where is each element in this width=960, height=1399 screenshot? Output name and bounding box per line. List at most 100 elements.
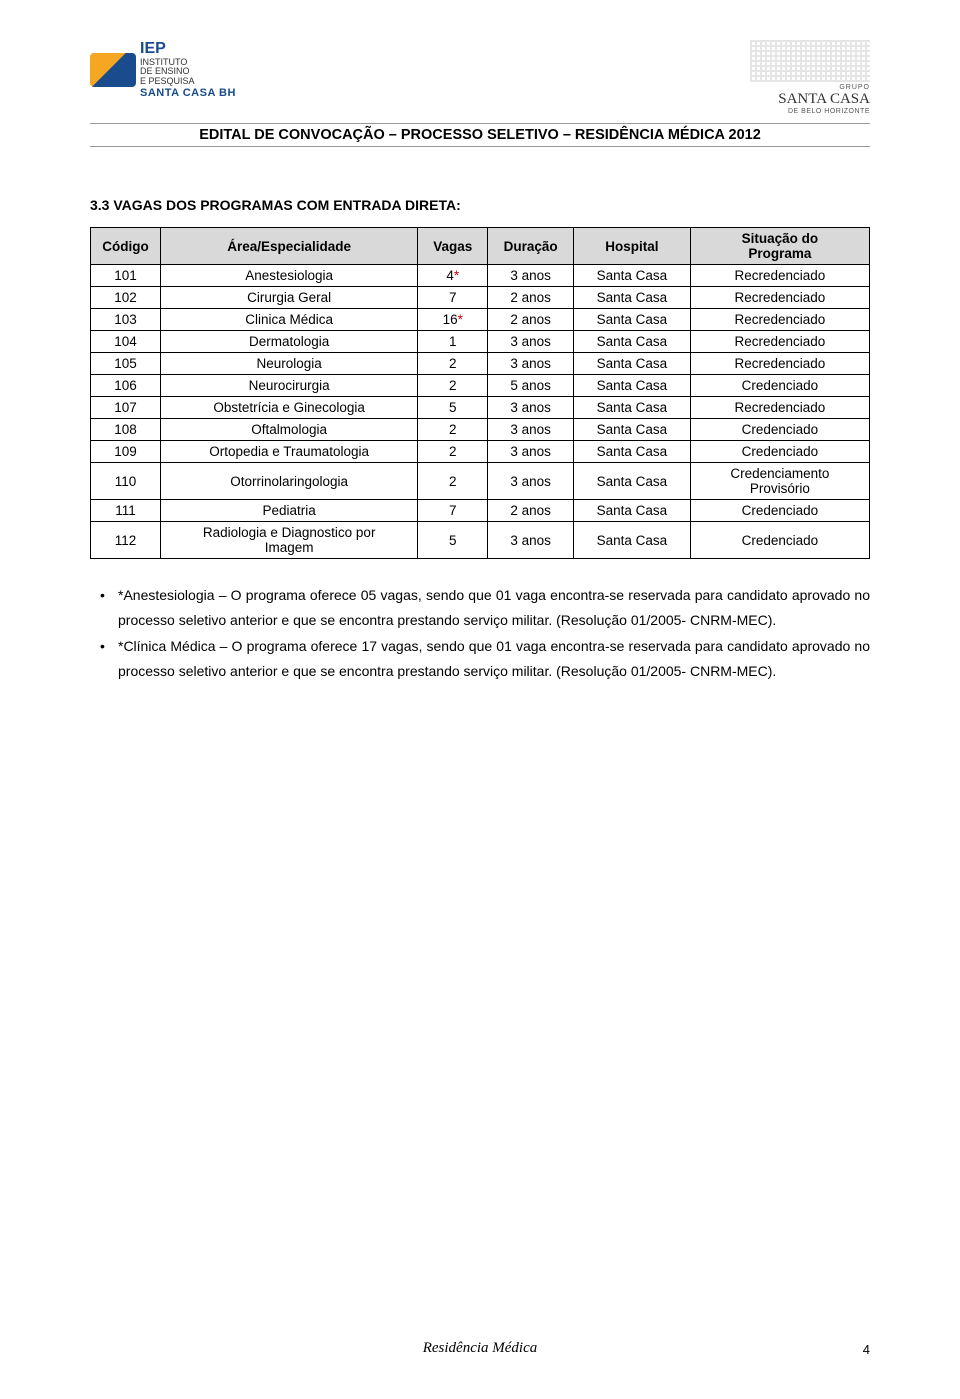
- table-cell: 7: [418, 500, 488, 522]
- table-cell: Santa Casa: [573, 441, 690, 463]
- table-cell: Neurocirurgia: [161, 375, 418, 397]
- table-row: 104Dermatologia13 anosSanta CasaRecreden…: [91, 331, 870, 353]
- table-cell: 102: [91, 287, 161, 309]
- table-row: 111Pediatria72 anosSanta CasaCredenciado: [91, 500, 870, 522]
- asterisk: *: [458, 312, 463, 327]
- santa-casa-left: SANTA CASA BH: [140, 87, 236, 99]
- footer-text: Residência Médica: [0, 1340, 960, 1357]
- table-cell: Recredenciado: [690, 353, 869, 375]
- iep-text: IEP INSTITUTO DE ENSINO E PESQUISA SANTA…: [140, 40, 236, 99]
- table-cell: 2: [418, 353, 488, 375]
- table-cell: Santa Casa: [573, 353, 690, 375]
- table-cell: Recredenciado: [690, 287, 869, 309]
- table-cell: CredenciamentoProvisório: [690, 463, 869, 500]
- iep-logo: IEP INSTITUTO DE ENSINO E PESQUISA SANTA…: [90, 40, 236, 99]
- table-cell: 105: [91, 353, 161, 375]
- section-title: 3.3 VAGAS DOS PROGRAMAS COM ENTRADA DIRE…: [90, 197, 870, 213]
- table-row: 105Neurologia23 anosSanta CasaRecredenci…: [91, 353, 870, 375]
- notes-list: *Anestesiologia – O programa oferece 05 …: [90, 583, 870, 683]
- table-cell: Credenciado: [690, 375, 869, 397]
- table-cell: 3 anos: [488, 353, 574, 375]
- table-row: 110Otorrinolaringologia23 anosSanta Casa…: [91, 463, 870, 500]
- table-cell: Recredenciado: [690, 309, 869, 331]
- table-cell: 16*: [418, 309, 488, 331]
- table-cell: 3 anos: [488, 397, 574, 419]
- table-header-row: CódigoÁrea/EspecialidadeVagasDuraçãoHosp…: [91, 228, 870, 265]
- table-cell: 107: [91, 397, 161, 419]
- table-cell: 110: [91, 463, 161, 500]
- table-cell: Santa Casa: [573, 397, 690, 419]
- table-cell: 3 anos: [488, 463, 574, 500]
- programs-table: CódigoÁrea/EspecialidadeVagasDuraçãoHosp…: [90, 227, 870, 559]
- table-cell: 103: [91, 309, 161, 331]
- table-header-cell: Código: [91, 228, 161, 265]
- table-cell: Credenciado: [690, 500, 869, 522]
- table-cell: Santa Casa: [573, 331, 690, 353]
- table-cell: 4*: [418, 265, 488, 287]
- table-cell: Anestesiologia: [161, 265, 418, 287]
- table-cell: Clinica Médica: [161, 309, 418, 331]
- table-cell: 3 anos: [488, 331, 574, 353]
- table-cell: Recredenciado: [690, 265, 869, 287]
- table-cell: 2 anos: [488, 309, 574, 331]
- table-body: 101Anestesiologia4*3 anosSanta CasaRecre…: [91, 265, 870, 559]
- building-icon: [750, 40, 870, 82]
- table-row: 108Oftalmologia23 anosSanta CasaCredenci…: [91, 419, 870, 441]
- table-header-cell: Área/Especialidade: [161, 228, 418, 265]
- iep-line-3: E PESQUISA: [140, 77, 236, 87]
- table-cell: Radiologia e Diagnostico porImagem: [161, 522, 418, 559]
- table-cell: 111: [91, 500, 161, 522]
- table-cell: 2: [418, 441, 488, 463]
- table-cell: Obstetrícia e Ginecologia: [161, 397, 418, 419]
- table-row: 106Neurocirurgia25 anosSanta CasaCredenc…: [91, 375, 870, 397]
- table-cell: 7: [418, 287, 488, 309]
- grupo-label: GRUPO: [750, 84, 870, 91]
- table-header-cell: Vagas: [418, 228, 488, 265]
- table-row: 102Cirurgia Geral72 anosSanta CasaRecred…: [91, 287, 870, 309]
- bh-label: DE BELO HORIZONTE: [750, 108, 870, 115]
- table-cell: 2: [418, 375, 488, 397]
- table-cell: Neurologia: [161, 353, 418, 375]
- table-cell: 3 anos: [488, 419, 574, 441]
- table-header-cell: Hospital: [573, 228, 690, 265]
- iep-abbrev: IEP: [140, 40, 166, 57]
- table-cell: Credenciado: [690, 441, 869, 463]
- table-cell: Santa Casa: [573, 309, 690, 331]
- table-row: 112Radiologia e Diagnostico porImagem53 …: [91, 522, 870, 559]
- asterisk: *: [454, 268, 459, 283]
- table-cell: 5: [418, 397, 488, 419]
- table-cell: 3 anos: [488, 522, 574, 559]
- table-cell: Otorrinolaringologia: [161, 463, 418, 500]
- table-cell: Santa Casa: [573, 463, 690, 500]
- note-item: *Anestesiologia – O programa oferece 05 …: [118, 583, 870, 632]
- table-cell: Santa Casa: [573, 287, 690, 309]
- table-cell: 5 anos: [488, 375, 574, 397]
- table-cell: Oftalmologia: [161, 419, 418, 441]
- table-cell: Santa Casa: [573, 265, 690, 287]
- table-cell: 112: [91, 522, 161, 559]
- table-cell: 3 anos: [488, 265, 574, 287]
- table-cell: 2 anos: [488, 500, 574, 522]
- banner-title: EDITAL DE CONVOCAÇÃO – PROCESSO SELETIVO…: [90, 123, 870, 147]
- table-row: 101Anestesiologia4*3 anosSanta CasaRecre…: [91, 265, 870, 287]
- table-cell: 2: [418, 463, 488, 500]
- table-cell: 5: [418, 522, 488, 559]
- table-cell: Santa Casa: [573, 500, 690, 522]
- page-number: 4: [863, 1342, 870, 1357]
- table-cell: Santa Casa: [573, 522, 690, 559]
- table-cell: 2 anos: [488, 287, 574, 309]
- table-cell: 104: [91, 331, 161, 353]
- table-header-cell: Duração: [488, 228, 574, 265]
- table-cell: Santa Casa: [573, 375, 690, 397]
- table-cell: Recredenciado: [690, 331, 869, 353]
- logo-right: GRUPO SANTA CASA DE BELO HORIZONTE: [750, 40, 870, 115]
- table-cell: Credenciado: [690, 522, 869, 559]
- table-cell: Credenciado: [690, 419, 869, 441]
- table-cell: Ortopedia e Traumatologia: [161, 441, 418, 463]
- table-cell: Cirurgia Geral: [161, 287, 418, 309]
- table-cell: 109: [91, 441, 161, 463]
- table-cell: 2: [418, 419, 488, 441]
- table-cell: Pediatria: [161, 500, 418, 522]
- table-cell: 3 anos: [488, 441, 574, 463]
- note-item: *Clínica Médica – O programa oferece 17 …: [118, 634, 870, 683]
